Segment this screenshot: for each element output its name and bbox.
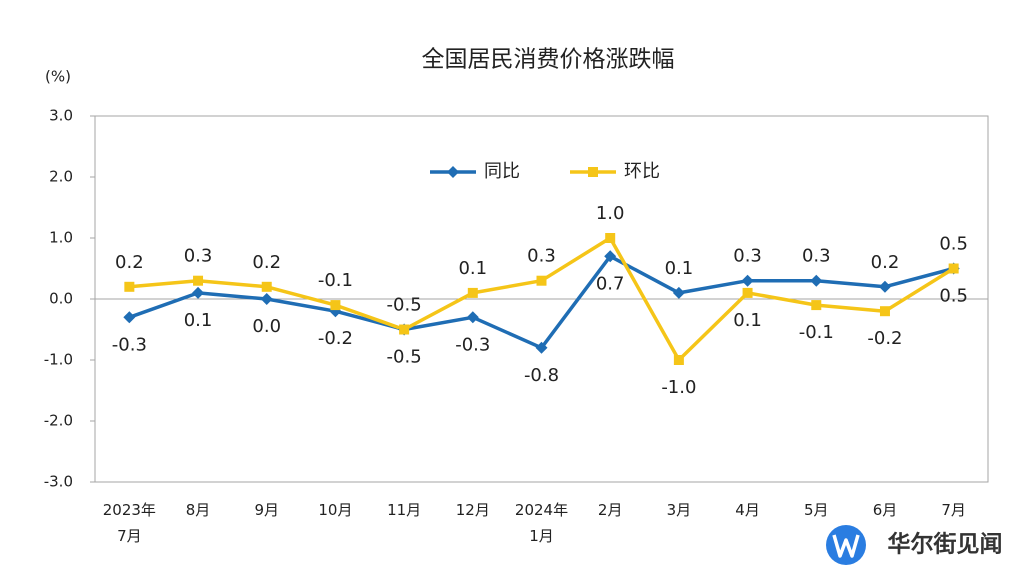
chart-title: 全国居民消费价格涨跌幅 <box>422 47 675 73</box>
y-tick-label: 0.0 <box>49 290 73 308</box>
marker <box>123 311 136 324</box>
marker <box>673 355 684 365</box>
x-tick-label: 2023年 7月 <box>103 501 156 545</box>
data-label: 0.2 <box>252 252 281 273</box>
x-tick-label: 5月 <box>804 501 829 519</box>
data-label: 1.0 <box>596 203 625 224</box>
y-tick-label: -1.0 <box>44 351 73 369</box>
data-label: 0.7 <box>596 273 625 294</box>
marker <box>604 250 617 263</box>
x-tick-label: 10月 <box>318 501 352 519</box>
marker <box>810 274 823 287</box>
x-tick-label: 12月 <box>456 501 490 519</box>
data-label: 0.1 <box>184 310 213 331</box>
marker <box>535 341 548 354</box>
data-label: 0.3 <box>527 246 556 267</box>
data-label: -0.1 <box>799 322 834 343</box>
marker <box>605 233 616 243</box>
marker <box>261 281 272 292</box>
data-label: 0.2 <box>871 252 900 273</box>
y-tick-label: -2.0 <box>44 412 73 430</box>
data-label: 0.3 <box>733 246 762 267</box>
y-axis-label: (%) <box>45 68 71 86</box>
marker <box>330 300 341 311</box>
data-label: -1.0 <box>661 377 696 398</box>
data-label: 0.5 <box>939 234 968 255</box>
marker <box>399 324 410 335</box>
data-label: -0.3 <box>112 334 147 355</box>
marker <box>741 274 754 287</box>
x-tick-label: 7月 <box>941 501 966 519</box>
data-label: -0.2 <box>318 328 353 349</box>
y-tick-label: 2.0 <box>49 168 73 186</box>
legend-label: 同比 <box>484 161 520 182</box>
data-label: 0.5 <box>939 286 968 307</box>
x-tick-label: 9月 <box>254 501 279 519</box>
marker <box>811 300 822 311</box>
data-label: 0.3 <box>184 246 213 267</box>
marker <box>742 287 753 298</box>
x-tick-label: 4月 <box>735 501 760 519</box>
legend-marker <box>588 167 598 177</box>
data-label: 0.2 <box>115 252 144 273</box>
watermark: 华尔街见闻 <box>888 531 1003 558</box>
marker <box>467 287 478 298</box>
marker <box>124 281 135 292</box>
marker <box>948 263 959 274</box>
x-tick-label: 6月 <box>873 501 898 519</box>
y-tick-label: 1.0 <box>49 229 73 247</box>
x-tick-label: 8月 <box>186 501 211 519</box>
marker <box>536 275 547 286</box>
data-label: 0.1 <box>458 258 487 279</box>
data-label: 0.3 <box>802 246 831 267</box>
data-label: 0.1 <box>733 310 762 331</box>
marker <box>192 286 205 299</box>
legend-label: 环比 <box>624 161 660 182</box>
marker <box>466 311 479 324</box>
x-tick-label: 2月 <box>598 501 623 519</box>
data-label: 0.1 <box>665 258 694 279</box>
watermark-logo <box>826 525 866 565</box>
data-label: -0.3 <box>455 334 490 355</box>
marker <box>878 280 891 293</box>
legend-marker <box>447 166 459 178</box>
marker <box>672 286 685 299</box>
marker <box>879 306 890 317</box>
marker <box>260 293 273 305</box>
data-label: -0.5 <box>387 295 422 316</box>
marker <box>193 275 204 286</box>
watermark-logo-mark <box>832 534 860 558</box>
data-label: -0.1 <box>318 270 353 291</box>
data-label: -0.5 <box>387 347 422 368</box>
x-tick-label: 2024年 1月 <box>515 501 568 545</box>
data-label: 0.0 <box>252 316 281 337</box>
y-tick-label: 3.0 <box>49 107 73 125</box>
x-tick-label: 3月 <box>667 501 692 519</box>
y-tick-label: -3.0 <box>44 473 73 491</box>
x-tick-label: 11月 <box>387 501 421 519</box>
data-label: -0.8 <box>524 365 559 386</box>
data-label: -0.2 <box>867 328 902 349</box>
